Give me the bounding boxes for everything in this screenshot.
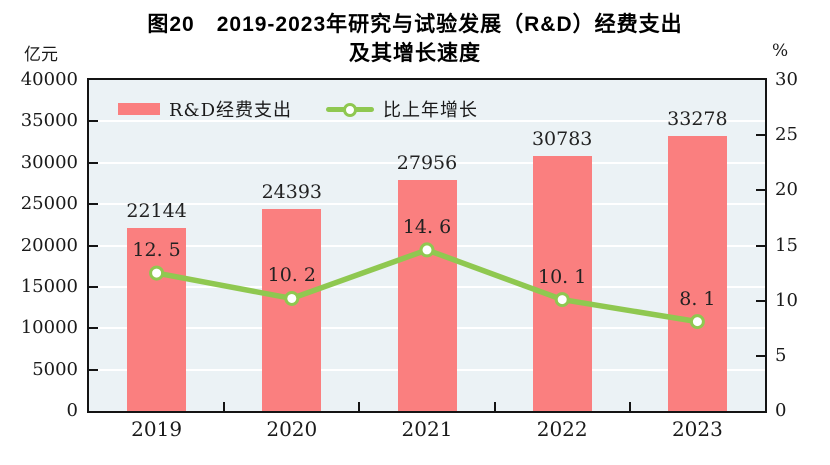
left-axis-label: 10000: [20, 317, 78, 339]
line-marker: [689, 314, 705, 330]
grid-line: [89, 120, 765, 123]
right-axis-unit: %: [772, 41, 789, 61]
left-axis-tick: [89, 203, 98, 206]
left-axis-label: 25000: [20, 193, 78, 215]
x-axis-tick: [628, 402, 631, 411]
line-marker: [149, 265, 165, 281]
growth-value-label: 12. 5: [132, 239, 181, 262]
bar-value-label: 24393: [261, 181, 323, 204]
grid-line: [89, 161, 765, 164]
right-axis-label: 5: [775, 344, 787, 366]
left-axis-label: 0: [66, 400, 78, 421]
bar: [127, 227, 187, 411]
right-axis-label: 10: [775, 289, 798, 311]
left-axis-tick: [89, 327, 98, 330]
legend-line-marker-icon: [326, 102, 375, 117]
x-axis-label: 2023: [671, 417, 723, 441]
line-marker: [284, 290, 300, 306]
growth-line-plot: [149, 242, 705, 330]
bar: [667, 135, 727, 411]
growth-value-label: 10. 2: [267, 264, 316, 287]
legend-label-bar: R&D经费支出: [169, 100, 293, 121]
x-axis-label: 2021: [401, 417, 453, 441]
legend-item-bar: R&D经费支出: [118, 96, 292, 122]
legend: R&D经费支出 比上年增长: [118, 96, 478, 122]
right-axis-label: 15: [775, 234, 798, 256]
left-axis-label: 40000: [20, 69, 78, 90]
right-axis-label: 20: [775, 179, 798, 201]
x-axis-tick: [223, 402, 226, 411]
legend-item-line: 比上年增长: [326, 96, 478, 122]
left-axis-label: 15000: [20, 275, 78, 297]
bar-value-label: 22144: [126, 199, 187, 222]
right-axis-tick: [756, 134, 765, 137]
legend-line-ring-icon: [343, 103, 358, 117]
line-marker: [554, 292, 570, 308]
growth-value-label: 14. 6: [402, 215, 452, 238]
bar: [262, 209, 322, 411]
x-axis-tick: [493, 402, 496, 411]
left-axis-tick: [89, 161, 98, 164]
right-axis-label: 30: [775, 69, 798, 90]
right-axis-tick: [756, 244, 765, 247]
right-axis-tick: [756, 299, 765, 302]
x-axis-tick: [358, 402, 361, 411]
bar-value-label: 27956: [396, 151, 458, 174]
chart-title-line2: 及其增长速度: [349, 42, 481, 65]
right-axis-label: 0: [775, 400, 787, 421]
left-axis-tick: [89, 120, 98, 123]
left-axis-tick: [89, 285, 98, 288]
line-marker: [419, 242, 435, 258]
bar: [397, 179, 457, 411]
bar: [532, 156, 592, 411]
x-axis-label: 2019: [131, 417, 183, 441]
left-axis-label: 30000: [20, 151, 78, 173]
right-axis-tick: [756, 354, 765, 357]
plot-area: [87, 78, 767, 413]
growth-value-label: 10. 1: [538, 265, 587, 288]
left-axis-tick: [89, 368, 98, 371]
right-axis-label: 25: [775, 124, 798, 146]
left-axis-unit: 亿元: [24, 45, 58, 65]
bar-value-label: 30783: [531, 128, 593, 151]
legend-label-line: 比上年增长: [383, 100, 479, 121]
left-axis-label: 35000: [20, 110, 78, 132]
x-axis-label: 2022: [536, 417, 588, 441]
left-axis-label: 5000: [32, 358, 78, 380]
bar-value-label: 33278: [667, 107, 728, 130]
growth-value-label: 8. 1: [679, 287, 716, 310]
legend-bar-swatch-icon: [118, 103, 160, 115]
right-axis-tick: [756, 189, 765, 192]
left-axis-tick: [89, 244, 98, 247]
x-axis-label: 2020: [266, 417, 318, 441]
left-axis-label: 20000: [20, 234, 78, 256]
chart-title-line1: 图20 2019-2023年研究与试验发展（R&D）经费支出: [147, 13, 683, 36]
